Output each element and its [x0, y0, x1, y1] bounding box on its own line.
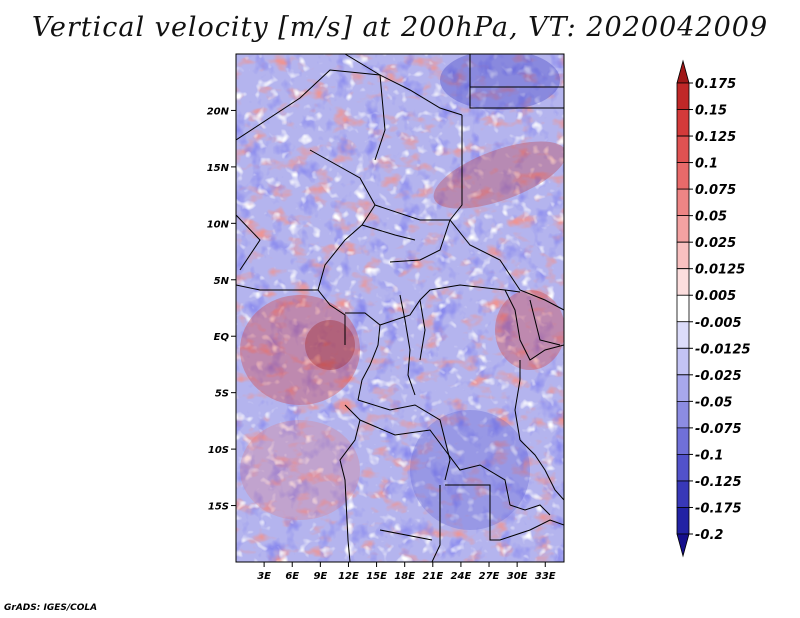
longitude-axis: 3E 6E 9E 12E 15E 18E 21E 24E 27E 30E 33E: [257, 562, 556, 582]
colorbar-label: -0.1: [695, 448, 723, 463]
colorbar-swatch: [676, 135, 690, 163]
colorbar-swatch: [676, 454, 690, 482]
colorbar-swatch: [676, 480, 690, 508]
lon-tick-label: 21E: [422, 571, 443, 582]
lat-tick-label: 20N: [207, 106, 230, 117]
grads-credit: GrADS: IGES/COLA: [4, 603, 98, 613]
lon-tick-label: 27E: [479, 571, 500, 582]
lon-tick-label: 6E: [285, 571, 299, 582]
colorbar-swatch: [676, 321, 690, 349]
lon-tick-label: 18E: [394, 571, 415, 582]
colorbar-swatch: [676, 109, 690, 137]
colorbar-swatch: [676, 162, 690, 190]
colorbar-swatch: [676, 188, 690, 217]
latitude-axis: 20N 15N 10N 5N EQ 5S 10S 15S: [207, 106, 236, 513]
colorbar-swatch: [676, 294, 690, 323]
lat-tick-label: 15S: [208, 502, 229, 513]
colorbar-label: 0.1: [695, 157, 718, 172]
colorbar-label: -0.0125: [695, 342, 751, 357]
colorbar-label: -0.2: [695, 528, 723, 543]
lon-tick-label: 33E: [535, 571, 556, 582]
colorbar-label: -0.175: [695, 501, 742, 516]
colorbar-swatch: [676, 268, 690, 296]
colorbar-swatch: [676, 82, 690, 110]
colorbar-label: -0.075: [695, 422, 742, 437]
colorbar-swatch: [676, 374, 690, 402]
lon-tick-label: 30E: [507, 571, 528, 582]
lat-tick-label: 5N: [214, 276, 230, 287]
lat-tick-label: 10N: [207, 219, 230, 230]
colorbar-swatch: [676, 59, 690, 84]
lat-tick-label: 15N: [207, 163, 230, 174]
country-boundaries: [236, 54, 564, 562]
map-title: Vertical velocity [m/s] at 200hPa, VT: 2…: [31, 12, 769, 43]
lon-tick-label: 15E: [366, 571, 387, 582]
colorbar-swatch: [676, 241, 690, 270]
colorbar-label: -0.125: [695, 475, 742, 490]
colorbar-swatch: [676, 533, 690, 558]
colorbar-swatch: [676, 215, 690, 243]
lon-tick-label: 9E: [313, 571, 327, 582]
colorbar-label: 0.05: [695, 210, 727, 225]
colorbar-swatch: [676, 507, 690, 535]
colorbar-label: 0.0125: [695, 263, 745, 278]
colorbar-label: 0.005: [695, 289, 736, 304]
colorbar-label: 0.15: [695, 104, 727, 119]
lon-tick-label: 12E: [338, 571, 359, 582]
colorbar-swatch: [676, 400, 690, 429]
colorbar-label: 0.075: [695, 183, 736, 198]
colorbar-swatch: [676, 427, 690, 455]
colorbar-label: 0.025: [695, 236, 736, 251]
lat-tick-label: 5S: [215, 389, 229, 400]
lat-tick-label: EQ: [214, 332, 230, 343]
colorbar-label: -0.005: [695, 316, 742, 331]
map-frame: [235, 53, 565, 563]
colorbar-swatch: [676, 347, 690, 376]
lat-tick-label: 10S: [208, 445, 229, 456]
colorbar-label: 0.125: [695, 130, 736, 145]
colorbar: 0.175 0.15 0.125 0.1 0.075 0.05 0.025 0.0125 0.0…: [676, 59, 751, 558]
colorbar-label: -0.025: [695, 369, 742, 384]
lon-tick-label: 3E: [257, 571, 271, 582]
colorbar-label: -0.05: [695, 395, 732, 410]
colorbar-label: 0.175: [695, 77, 736, 92]
lon-tick-label: 24E: [451, 571, 472, 582]
vertical-velocity-field: [236, 54, 564, 562]
